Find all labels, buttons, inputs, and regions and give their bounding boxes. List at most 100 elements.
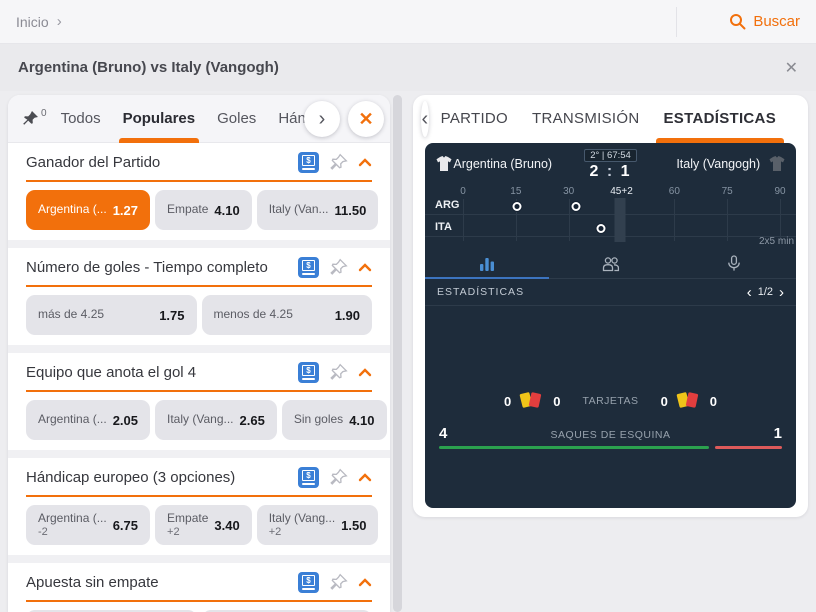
match-format-note: 2x5 min xyxy=(758,236,794,247)
away-goal-icon xyxy=(595,223,607,234)
pin-market-icon[interactable] xyxy=(329,258,348,277)
odds-button[interactable] xyxy=(201,610,372,612)
market-title: Ganador del Partido xyxy=(26,154,161,171)
pin-market-icon[interactable] xyxy=(329,573,348,592)
score: 2 : 1 xyxy=(589,163,631,181)
timeline-row-divider xyxy=(425,214,796,215)
cashout-icon[interactable]: $ xyxy=(298,152,319,173)
market-title: Número de goles - Tiempo completo xyxy=(26,259,268,276)
details-tab-list: PARTIDO TRANSMISIÓN ESTADÍSTICAS xyxy=(441,95,800,143)
pin-market-icon[interactable] xyxy=(329,468,348,487)
odds-button[interactable]: Italy (Vang... 2.65 xyxy=(155,400,277,440)
tabs-next-button[interactable]: › xyxy=(304,101,340,137)
close-icon[interactable]: ✕ xyxy=(784,59,798,77)
away-corners-count: 1 xyxy=(773,425,782,442)
details-tab-transmisión[interactable]: TRANSMISIÓN xyxy=(532,110,640,127)
odds-button[interactable]: Empate 4.10 xyxy=(155,190,252,230)
page-title: Argentina (Bruno) vs Italy (Vangogh) xyxy=(18,59,279,76)
odds-label: Empate xyxy=(167,511,209,525)
pin-count-badge: 0 xyxy=(41,108,47,119)
odds-button[interactable]: más de 4.25 1.75 xyxy=(26,295,197,335)
corners-stat-row: 4 SAQUES DE ESQUINA 1 xyxy=(425,425,796,449)
collapse-market-icon[interactable] xyxy=(358,158,372,167)
cashout-icon[interactable]: $ xyxy=(298,257,319,278)
market-tab-2[interactable]: Goles xyxy=(217,109,257,127)
collapse-market-icon[interactable] xyxy=(358,473,372,482)
market-options xyxy=(8,602,390,612)
odds-label: Argentina (... xyxy=(38,511,107,525)
microphone-icon xyxy=(727,255,741,272)
market-tab-list: Todos Populares Goles Hándi xyxy=(61,95,340,143)
away-corners-bar xyxy=(714,446,782,449)
market-options: Argentina (... 2.05 Italy (Vang... 2.65 Sin … xyxy=(8,392,390,450)
details-back-button[interactable]: ‹ xyxy=(421,101,429,137)
match-timeline: ARG ITA 0 15 30 45+2 60 75 90 2x5 min xyxy=(425,185,796,249)
odds-button[interactable]: Italy (Van... 11.50 xyxy=(256,190,379,230)
corners-label: SAQUES DE ESQUINA xyxy=(550,429,671,441)
markets-scrollbar[interactable] xyxy=(393,95,402,612)
home-goal-icon xyxy=(570,201,582,212)
breadcrumb[interactable]: Inicio xyxy=(16,13,49,30)
odds-value: 6.75 xyxy=(112,517,139,533)
timeline-minute-label: 45+2 xyxy=(610,186,633,197)
odds-button[interactable] xyxy=(26,610,197,612)
timeline-away-label: ITA xyxy=(435,221,452,233)
odds-button[interactable]: menos de 4.25 1.90 xyxy=(201,295,372,335)
odds-button[interactable]: Italy (Vang... +2 1.50 xyxy=(256,505,379,545)
timeline-minute-label: 0 xyxy=(460,186,466,197)
tab-statistics-icon-button[interactable] xyxy=(425,249,549,279)
pin-market-icon[interactable] xyxy=(329,153,348,172)
market-tab-1[interactable]: Populares xyxy=(118,95,199,143)
breadcrumb-chevron-icon: › xyxy=(56,13,62,30)
collapse-market-icon[interactable] xyxy=(358,578,372,587)
timeline-minute-label: 30 xyxy=(563,186,575,197)
pager-prev-icon[interactable]: ‹ xyxy=(746,283,752,301)
tab-commentary-icon-button[interactable] xyxy=(672,249,796,278)
content-area: 0 Todos Populares Goles Hándi › ✕ Ganador d… xyxy=(0,91,816,612)
pin-market-icon[interactable] xyxy=(329,363,348,382)
timeline-tick xyxy=(568,199,570,241)
market-tab-0[interactable]: Todos xyxy=(60,109,101,127)
clear-x-icon: ✕ xyxy=(358,108,374,129)
cashout-icon[interactable]: $ xyxy=(298,572,319,593)
odds-button[interactable]: Argentina (... 1.27 xyxy=(26,190,151,230)
tab-lineups-icon-button[interactable] xyxy=(549,249,673,278)
odds-value: 2.05 xyxy=(112,412,139,428)
odds-button[interactable]: Empate +2 3.40 xyxy=(155,505,252,545)
market-tabs-row: 0 Todos Populares Goles Hándi › ✕ xyxy=(8,95,390,143)
period: 2° xyxy=(590,149,600,161)
pager-next-icon[interactable]: › xyxy=(779,283,784,301)
pin-icon xyxy=(22,110,39,127)
collapse-all-button[interactable]: ✕ xyxy=(348,101,384,137)
away-team-name: Italy (Vangogh) xyxy=(676,157,761,171)
market-divider xyxy=(26,495,372,497)
search-button[interactable]: Buscar xyxy=(729,13,800,30)
odds-button[interactable]: Argentina (... 2.05 xyxy=(26,400,151,440)
home-team-name: Argentina (Bruno) xyxy=(453,157,553,171)
timeline-minute-label: 60 xyxy=(668,186,680,197)
market-options: más de 4.25 1.75 menos de 4.25 1.90 xyxy=(8,287,390,345)
odds-button[interactable]: Sin goles 4.10 xyxy=(281,400,387,440)
collapse-market-icon[interactable] xyxy=(358,263,372,272)
market-divider xyxy=(26,180,372,182)
home-cards-icon xyxy=(519,391,545,410)
cashout-icon[interactable]: $ xyxy=(298,362,319,383)
home-jersey-icon xyxy=(435,156,453,172)
collapse-market-icon[interactable] xyxy=(358,368,372,377)
cashout-icon[interactable]: $ xyxy=(298,467,319,488)
odds-label: Italy (Van... xyxy=(268,203,329,217)
details-tab-partido[interactable]: PARTIDO xyxy=(440,110,509,127)
stats-body: 0 0 TARJETAS 0 0 4 SAQUES DE ESQUINA 1 xyxy=(425,306,796,508)
odds-value: 2.65 xyxy=(239,412,265,428)
market-divider xyxy=(26,285,372,287)
market-options: Argentina (... -2 6.75 Empate +2 3.40 Italy (V… xyxy=(8,497,390,555)
cards-label: TARJETAS xyxy=(582,395,639,407)
market-title: Equipo que anota el gol 4 xyxy=(26,364,197,381)
odds-button[interactable]: Argentina (... -2 6.75 xyxy=(26,505,151,545)
away-cards-icon xyxy=(676,391,702,410)
pinned-markets-button[interactable]: 0 xyxy=(22,108,47,127)
clock: 67:54 xyxy=(607,149,631,161)
details-tab-estadísticas[interactable]: ESTADÍSTICAS xyxy=(655,95,784,143)
home-red-count: 0 xyxy=(553,393,561,409)
markets-panel: 0 Todos Populares Goles Hándi › ✕ Ganador d… xyxy=(8,95,390,612)
